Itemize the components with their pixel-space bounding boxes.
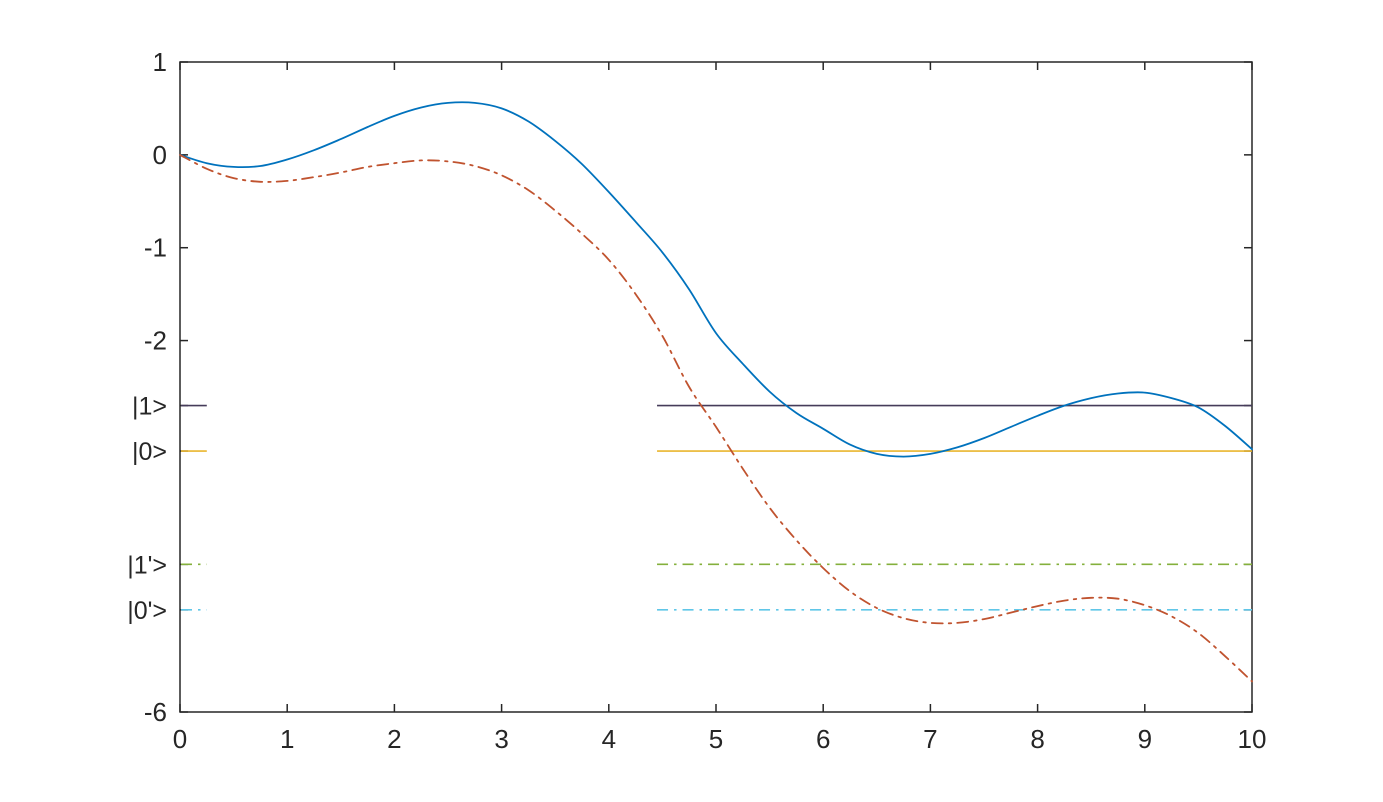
y-tick-label: |1>	[132, 393, 167, 421]
x-tick-label: 9	[1138, 724, 1152, 754]
curve-instantaneous-energy-upper	[179, 101, 1253, 458]
y-tick-label: |1'>	[127, 551, 167, 579]
x-tick-label: 3	[494, 724, 508, 754]
curve-instantaneous-energy-lower	[179, 154, 1253, 683]
x-tick-label: 0	[173, 724, 187, 754]
plot-box	[179, 61, 1253, 713]
x-tick-label: 1	[280, 724, 294, 754]
y-tick-label: |0'>	[127, 597, 167, 625]
x-tick-label: 4	[602, 724, 616, 754]
x-tick-label: 8	[1030, 724, 1044, 754]
y-tick-label: |0>	[132, 438, 167, 466]
y-tick-label: 1	[153, 47, 167, 77]
x-tick-label: 2	[387, 724, 401, 754]
x-tick-label: 7	[923, 724, 937, 754]
x-tick-label: 6	[816, 724, 830, 754]
y-tick-label: 0	[153, 140, 167, 170]
x-tick-label: 10	[1238, 724, 1267, 754]
x-tick-label: 5	[709, 724, 723, 754]
y-tick-label: -1	[144, 233, 167, 263]
y-tick-label: -2	[144, 326, 167, 356]
y-tick-label: -6	[144, 697, 167, 727]
